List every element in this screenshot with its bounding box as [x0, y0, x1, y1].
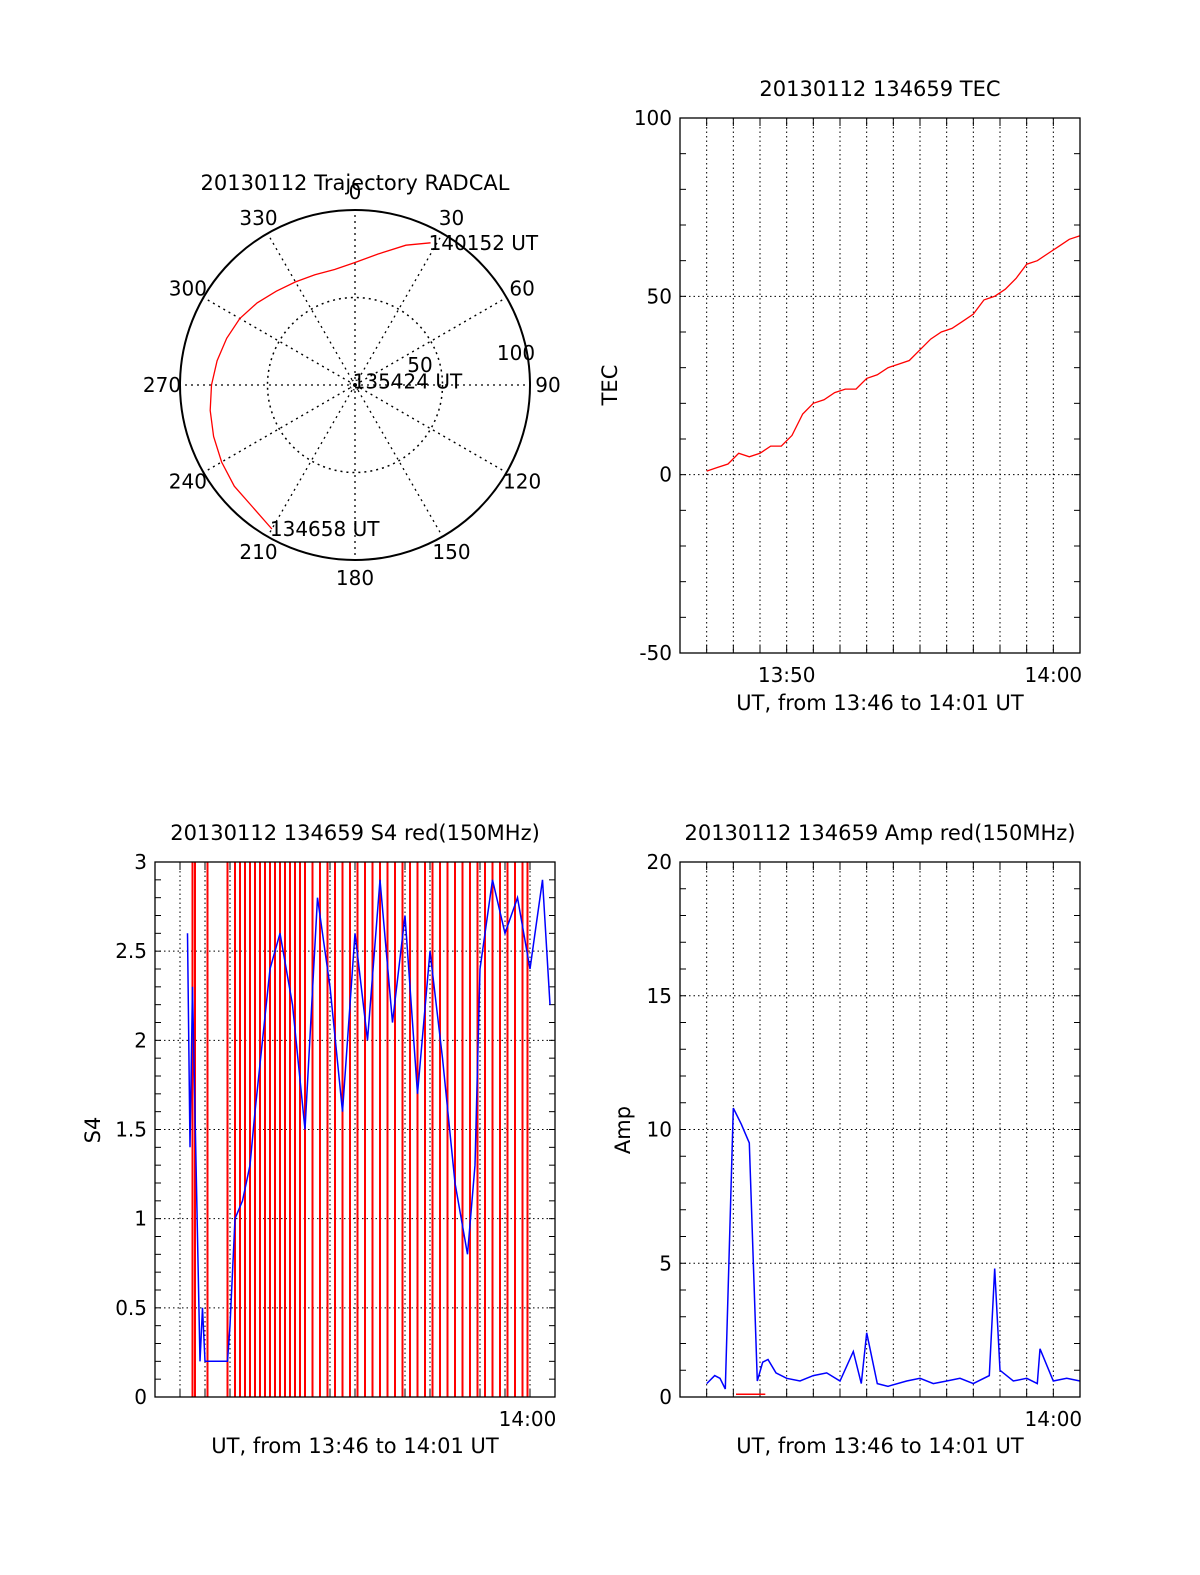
series-0 [706, 235, 1081, 472]
trajectory-ring-50 [266, 296, 444, 474]
y-tick-label: 0.5 [115, 1296, 147, 1320]
trajectory-chart: 20130112 Trajectory RADCAL 0 30 60 90 120 150… [143, 171, 561, 590]
tec-xlabel: UT, from 13:46 to 14:01 UT [736, 691, 1024, 715]
trajectory-time-annotation: 134658 UT [270, 517, 380, 541]
trajectory-annotations: 140152 UT 135424 UT 134658 UT [270, 231, 539, 541]
y-tick-label: 0 [659, 1385, 672, 1409]
amp-xlabel: UT, from 13:46 to 14:01 UT [736, 1434, 1024, 1458]
trajectory-spoke [354, 384, 444, 537]
series-line [186, 879, 551, 1363]
azimuth-tick-label: 0 [349, 180, 362, 204]
amp-chart: 20130112 134659 Amp red(150MHz) UT, from… [611, 821, 1082, 1458]
x-tick-label: 14:00 [1025, 663, 1083, 687]
y-tick-label: 2 [134, 1028, 147, 1052]
y-tick-label: 3 [134, 850, 147, 874]
plot-frame [154, 861, 556, 1398]
trajectory-spoke [203, 384, 356, 474]
y-tick-label: 5 [659, 1251, 672, 1275]
y-tick-label: -50 [639, 641, 672, 665]
azimuth-tick-label: 240 [169, 470, 207, 494]
x-tick-label: 13:50 [758, 663, 816, 687]
y-tick-label: 100 [634, 106, 672, 130]
radius-tick-label: 100 [497, 341, 535, 365]
trajectory-spoke [354, 384, 507, 474]
trajectory-time-annotation: 135424 UT [353, 370, 463, 394]
azimuth-tick-label: 270 [143, 373, 181, 397]
azimuth-tick-label: 300 [169, 277, 207, 301]
chart-grid [680, 117, 1080, 654]
s4-chart: 20130112 134659 S4 red(150MHz) UT, from … [81, 821, 556, 1458]
series-0 [706, 1107, 1081, 1390]
azimuth-tick-label: 60 [509, 277, 534, 301]
amp-title: 20130112 134659 Amp red(150MHz) [684, 821, 1075, 845]
x-tick-label: 14:00 [499, 1407, 557, 1431]
y-tick-label: 15 [647, 984, 672, 1008]
y-tick-label: 0 [134, 1385, 147, 1409]
tec-chart: 20130112 134659 TEC UT, from 13:46 to 14… [598, 77, 1082, 715]
trajectory-path [209, 242, 431, 530]
s4-ylabel: S4 [81, 1117, 105, 1144]
radius-tick-label: 50 [407, 353, 432, 377]
trajectory-time-annotation: 140152 UT [429, 231, 539, 255]
trajectory-spoke [266, 233, 356, 386]
plot-frame [679, 117, 1081, 654]
series-1 [186, 879, 551, 1363]
x-tick-label: 14:00 [1025, 1407, 1083, 1431]
s4-title: 20130112 134659 S4 red(150MHz) [170, 821, 540, 845]
y-tick-label: 20 [647, 850, 672, 874]
series-0 [191, 862, 529, 1397]
azimuth-tick-label: 120 [503, 470, 541, 494]
trajectory-grid [179, 209, 531, 561]
chart-grid [680, 861, 1080, 1398]
azimuth-tick-label: 210 [239, 540, 277, 564]
series-line [706, 1107, 1081, 1390]
amp-ylabel: Amp [611, 1106, 635, 1154]
y-tick-label: 2.5 [115, 939, 147, 963]
trajectory-center [349, 379, 361, 391]
y-tick-label: 0 [659, 463, 672, 487]
y-tick-label: 1.5 [115, 1118, 147, 1142]
trajectory-spoke [354, 296, 507, 386]
y-tick-label: 10 [647, 1118, 672, 1142]
trajectory-spoke [354, 233, 444, 386]
s4-xlabel: UT, from 13:46 to 14:01 UT [211, 1434, 499, 1458]
y-tick-label: 1 [134, 1207, 147, 1231]
azimuth-tick-label: 30 [439, 206, 464, 230]
series-line [706, 235, 1081, 472]
trajectory-spoke [203, 296, 356, 386]
azimuth-tick-label: 330 [239, 206, 277, 230]
trajectory-spoke [266, 384, 356, 537]
trajectory-azimuth-labels: 0 30 60 90 120 150 180 210 240 270 300 330 [143, 180, 561, 590]
tec-ylabel: TEC [598, 365, 622, 407]
y-tick-label: 50 [647, 284, 672, 308]
azimuth-tick-label: 180 [336, 566, 374, 590]
tec-title: 20130112 134659 TEC [759, 77, 1000, 101]
trajectory-title: 20130112 Trajectory RADCAL [201, 171, 510, 195]
trajectory-radius-labels: 50 100 [407, 341, 535, 377]
plot-frame [679, 861, 1081, 1398]
trajectory-track [209, 242, 431, 530]
azimuth-tick-label: 150 [432, 540, 470, 564]
azimuth-tick-label: 90 [535, 373, 560, 397]
